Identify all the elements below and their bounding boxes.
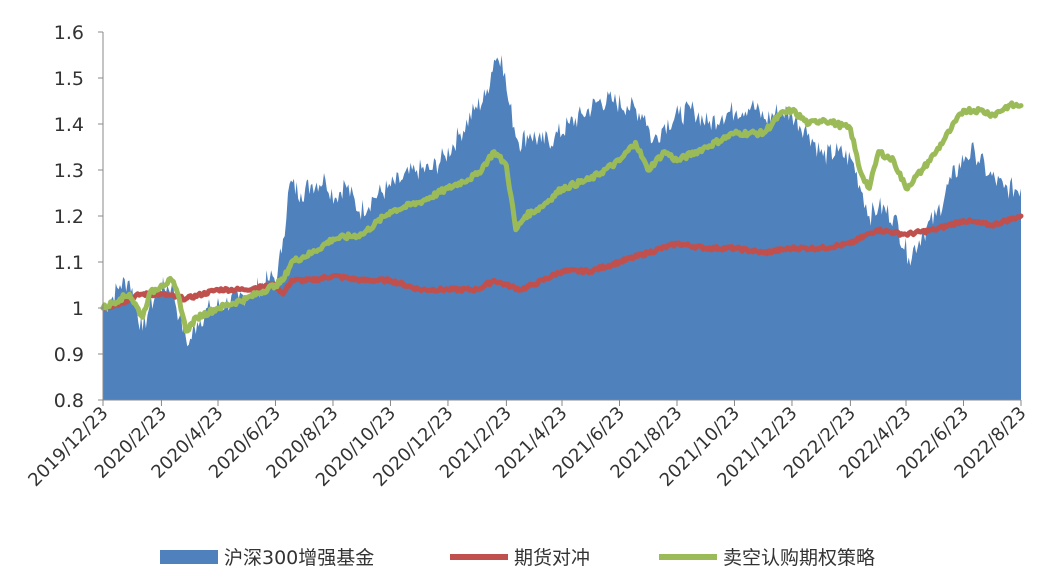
y-tick-label: 1.3 [54, 160, 84, 182]
y-tick-label: 1.1 [54, 252, 84, 274]
y-tick-label: 1.4 [54, 114, 84, 136]
x-tick-labels: 2019/12/232020/2/232020/4/232020/6/23202… [24, 403, 1030, 491]
y-tick-label: 1.2 [54, 206, 84, 228]
legend-swatch-futures-hedge [450, 554, 508, 560]
legend: 沪深300增强基金 期货对冲 卖空认购期权策略 [160, 547, 875, 569]
legend-label-futures-hedge: 期货对冲 [514, 547, 590, 569]
legend-label-hs300-fund: 沪深300增强基金 [224, 547, 374, 569]
axis-layer [98, 31, 1022, 406]
legend-swatch-covered-call [659, 554, 717, 560]
y-tick-label: 1 [72, 298, 84, 320]
legend-swatch-hs300-fund [160, 550, 218, 564]
y-tick-label: 1.5 [54, 68, 84, 90]
line-layer [100, 100, 1024, 334]
line-series-futures-hedge [100, 213, 1024, 311]
legend-label-covered-call: 卖空认购期权策略 [723, 547, 875, 569]
area-layer [103, 55, 1021, 400]
line-series-covered-call [100, 100, 1024, 334]
y-tick-labels: 1.6 1.5 1.4 1.3 1.2 1.1 1 0.9 0.8 [54, 22, 84, 412]
y-tick-label: 0.9 [54, 344, 84, 366]
y-tick-label: 1.6 [54, 22, 84, 44]
y-tick-label: 0.8 [54, 390, 84, 412]
area-series-hs300-fund [103, 55, 1021, 400]
